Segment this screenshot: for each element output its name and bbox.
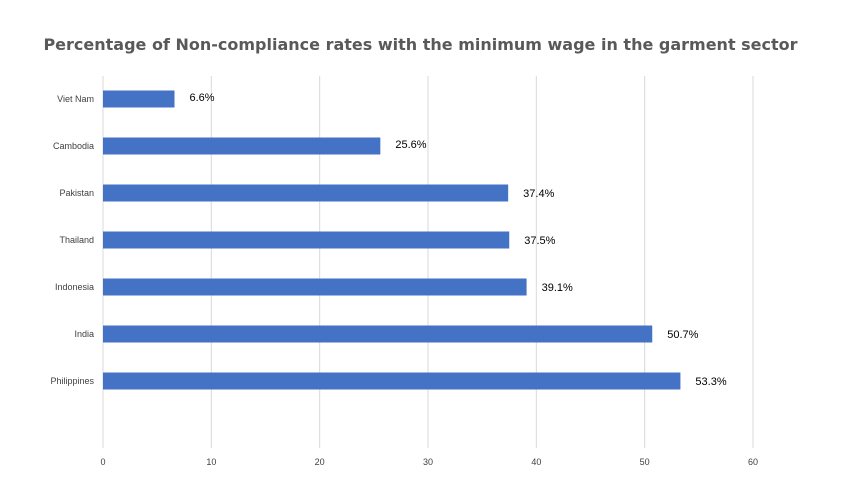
bars <box>103 90 681 390</box>
bar <box>103 137 381 155</box>
category-label: Viet Nam <box>57 94 94 104</box>
chart-title: Percentage of Non-compliance rates with … <box>43 35 798 54</box>
bar <box>103 231 510 249</box>
category-label: Thailand <box>59 235 94 245</box>
bar <box>103 325 653 343</box>
category-label: India <box>74 329 94 339</box>
x-tick-label: 20 <box>315 457 325 467</box>
category-label: Indonesia <box>55 282 94 292</box>
data-label: 37.4% <box>523 188 554 200</box>
bar <box>103 278 527 296</box>
x-tick-label: 50 <box>640 457 650 467</box>
x-tick-label: 60 <box>748 457 758 467</box>
x-tick-label: 30 <box>423 457 433 467</box>
bar <box>103 90 175 108</box>
data-label: 37.5% <box>524 235 555 247</box>
x-tick-label: 0 <box>100 457 105 467</box>
gridlines <box>102 76 754 448</box>
data-label: 50.7% <box>667 329 698 341</box>
data-label: 39.1% <box>542 282 573 294</box>
x-tick-label: 40 <box>531 457 541 467</box>
data-label: 53.3% <box>695 376 726 388</box>
bar <box>103 372 681 390</box>
x-tick-label: 10 <box>206 457 216 467</box>
category-label: Cambodia <box>53 141 94 151</box>
bar <box>103 184 509 202</box>
category-label: Pakistan <box>59 188 94 198</box>
data-label: 6.6% <box>190 92 215 104</box>
category-label: Philippines <box>50 376 94 386</box>
data-label: 25.6% <box>395 139 426 151</box>
labels: 0 10 20 30 40 50 60 Viet Nam 6.6% Cambodia 25.6% Pa… <box>50 92 758 467</box>
